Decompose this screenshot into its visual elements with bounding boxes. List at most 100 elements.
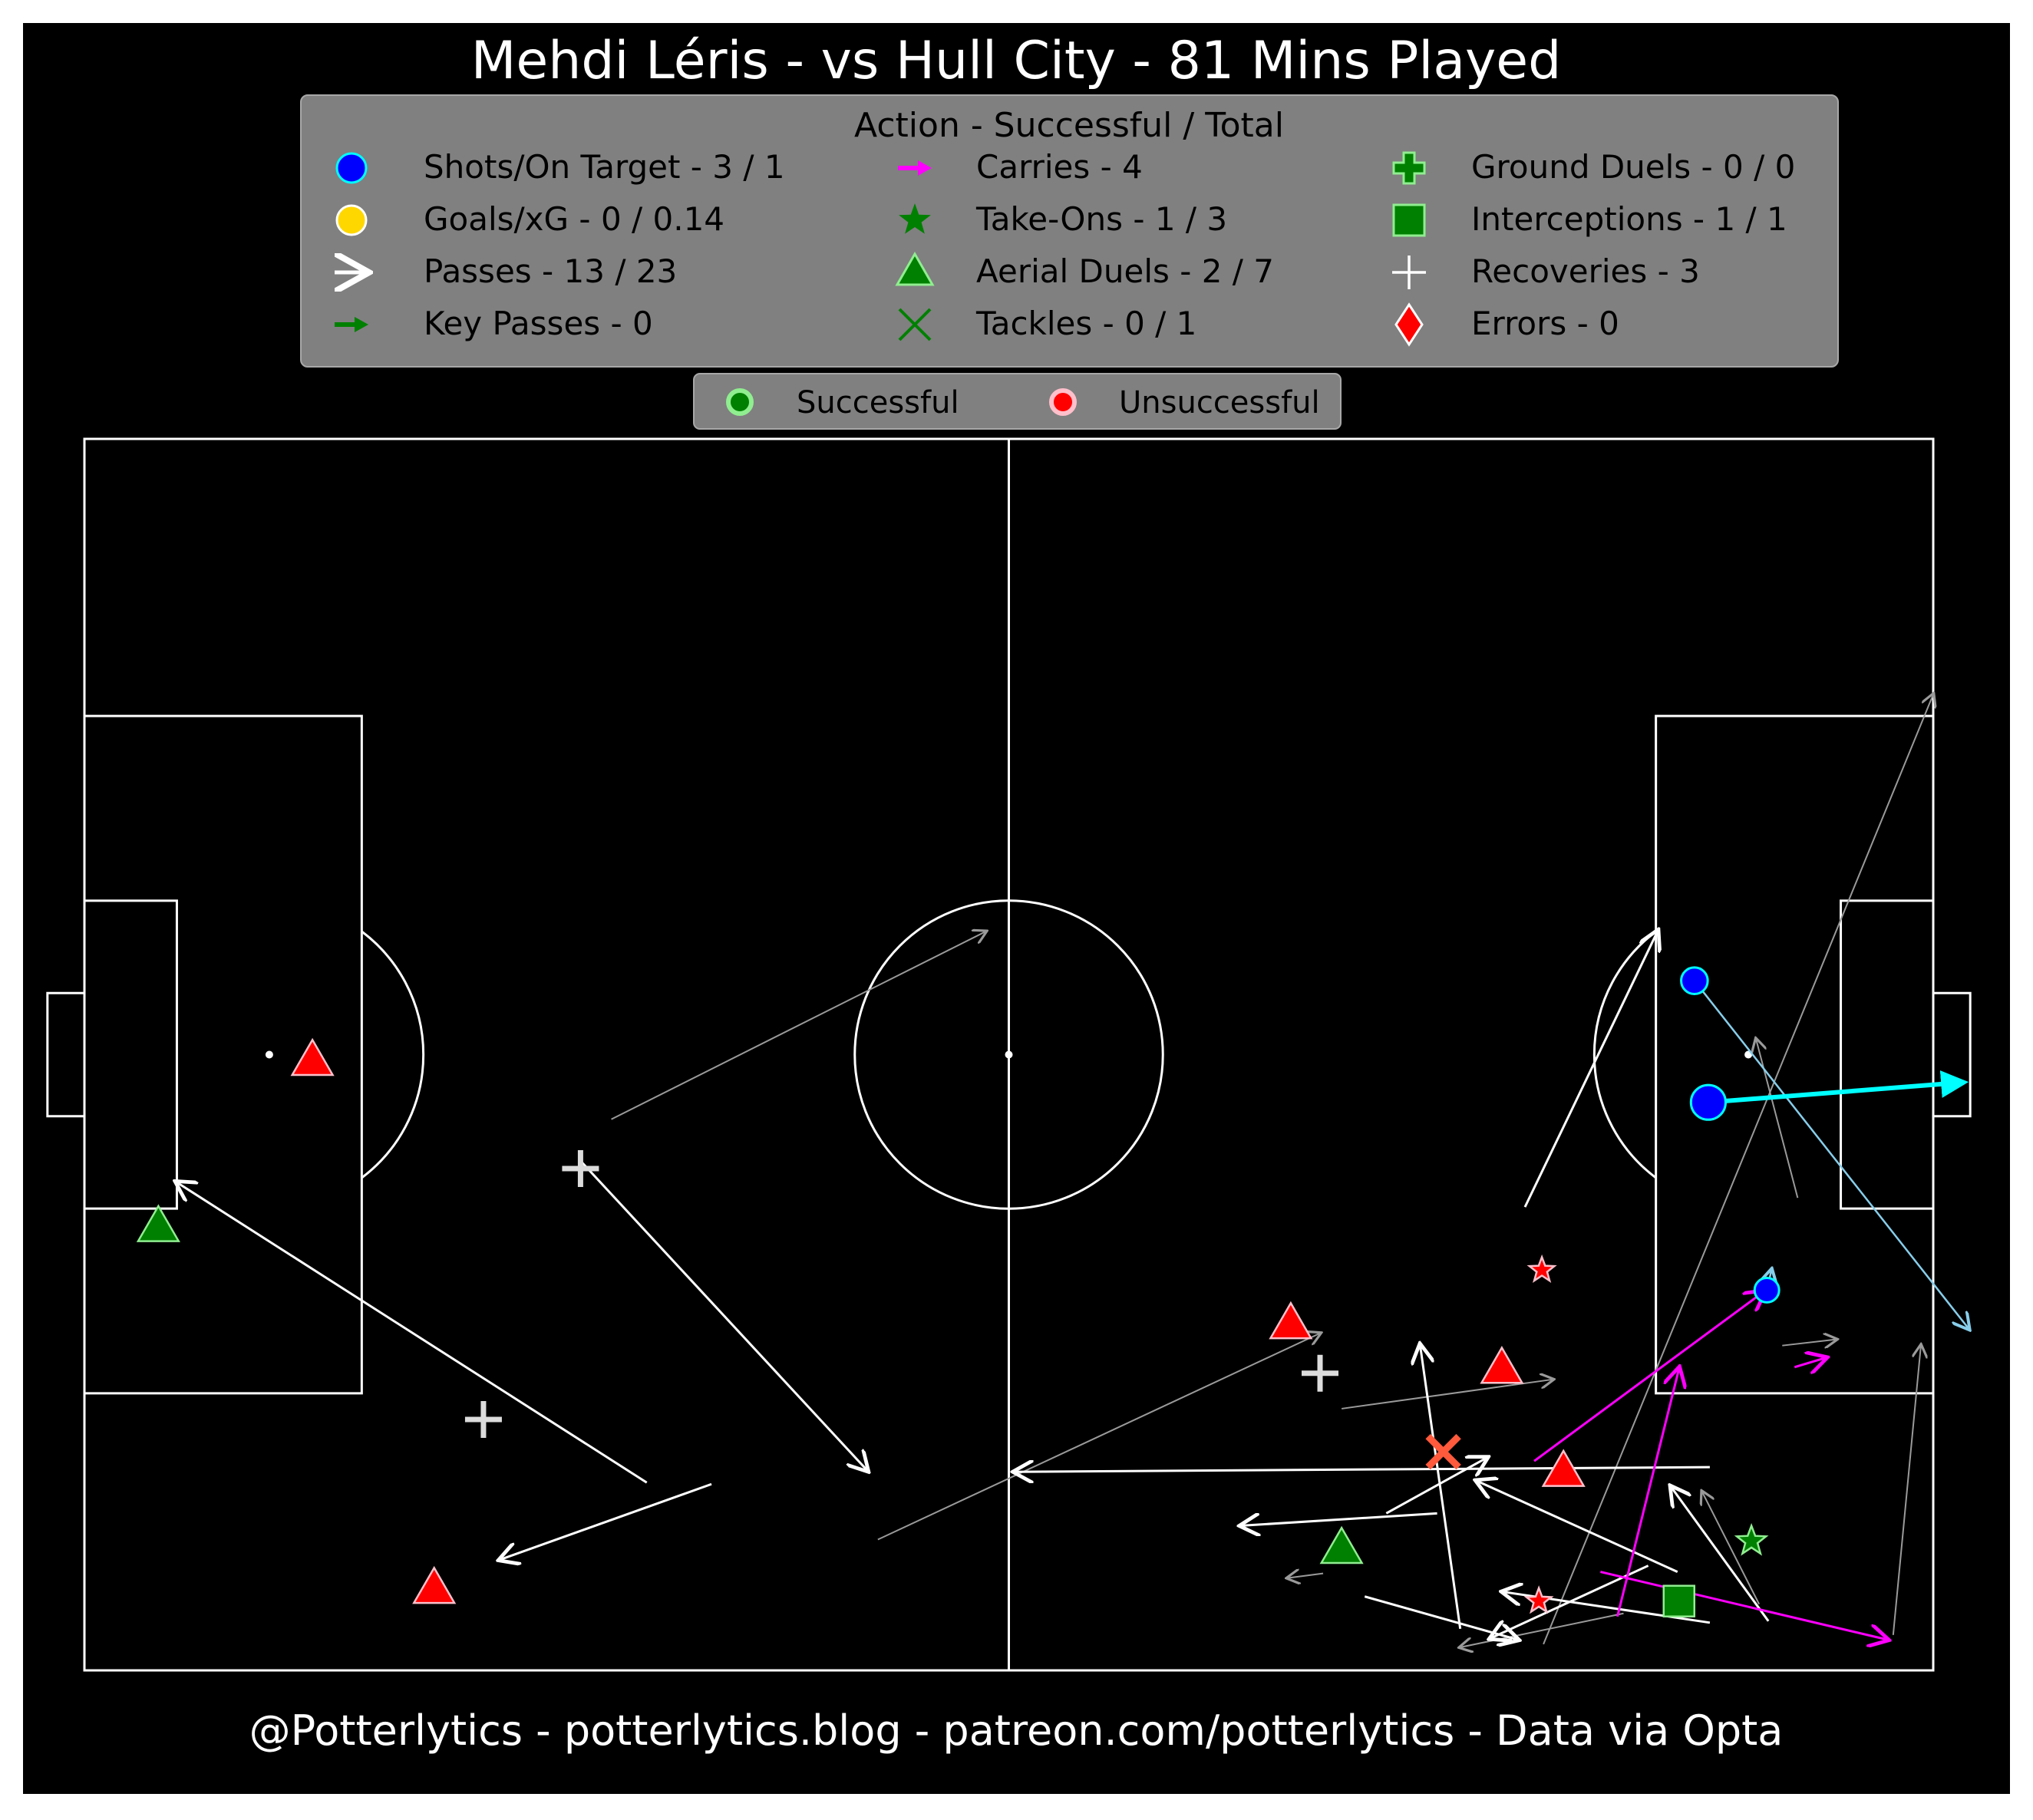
pass-successful (1015, 1467, 1710, 1472)
icon-shape (1392, 203, 1426, 237)
chart-title: Mehdi Léris - vs Hull City - 81 Mins Pla… (471, 31, 1561, 91)
shot-marker (1689, 1083, 1728, 1121)
legend-item-label: Tackles - 0 / 1 (975, 305, 1196, 342)
left-penalty-arc (361, 930, 425, 1179)
legend-item-label: Ground Duels - 0 / 0 (1471, 148, 1795, 186)
pass-unsuccessful (1543, 694, 1933, 1645)
pass-unsuccessful (611, 931, 986, 1120)
take-on-marker (1734, 1522, 1769, 1556)
pass-unsuccessful (1288, 1574, 1324, 1578)
pass-successful (1364, 1595, 1517, 1640)
icon-shape-b (898, 308, 932, 341)
pass-unsuccessful (1341, 1380, 1553, 1410)
triangle-icon (895, 251, 935, 286)
arrow-magenta-icon (898, 160, 932, 176)
carry-arrow (1616, 1369, 1678, 1617)
carries-layer (1533, 1291, 1887, 1640)
carry-arrow (1533, 1291, 1764, 1462)
aerial-duel-marker (136, 1204, 180, 1242)
legend-item-label: Aerial Duels - 2 / 7 (976, 252, 1274, 290)
recovery-marker (1302, 1354, 1339, 1392)
unsuccessful-label: Unsuccessful (1119, 385, 1320, 420)
legend-item-label: Recoveries - 3 (1471, 252, 1700, 290)
plus-icon (1392, 256, 1426, 289)
legend-item-label: Interceptions - 1 / 1 (1471, 200, 1787, 238)
aerial-duel-marker (1269, 1301, 1313, 1340)
shot-path (1693, 980, 1969, 1328)
diamond-icon (1394, 302, 1424, 347)
pass-successful (1672, 1487, 1770, 1622)
center-spot (1005, 1050, 1013, 1059)
take-on-marker (1526, 1254, 1557, 1283)
pass-successful (579, 1159, 866, 1470)
cross-icon (1392, 151, 1426, 185)
shot-marker (1753, 1277, 1781, 1304)
pass-unsuccessful (1892, 1346, 1921, 1635)
pass-successful (1242, 1512, 1437, 1525)
circle-blue-icon (335, 152, 368, 184)
legend-item-label: Carries - 4 (976, 148, 1143, 186)
icon-shape (895, 251, 935, 286)
pass-successful (1385, 1458, 1486, 1515)
legend-box (300, 94, 1839, 368)
interception-marker (1662, 1584, 1696, 1617)
legend-item-label: Passes - 13 / 23 (424, 252, 677, 290)
center-circle (853, 899, 1164, 1210)
successful-marker-icon (726, 388, 754, 416)
shot-marker (1680, 966, 1709, 995)
circle-gold-icon (335, 204, 368, 236)
status-legend-box (693, 373, 1342, 430)
icon-shape (335, 152, 368, 184)
pass-successful (500, 1482, 712, 1559)
icon-shape (1394, 302, 1424, 347)
x-icon (898, 308, 932, 341)
left-goal (46, 991, 86, 1118)
take-on-marker (1523, 1585, 1554, 1614)
pitch (46, 437, 1972, 1672)
right-goal (1932, 991, 1972, 1118)
legend-item-label: Take-Ons - 1 / 3 (975, 200, 1227, 238)
carry-arrow (1794, 1358, 1825, 1367)
tackle-marker (1425, 1433, 1461, 1470)
pass-successful (1523, 931, 1658, 1208)
icon-shape (1392, 151, 1426, 185)
legend-item-label: Goals/xG - 0 / 0.14 (424, 200, 724, 238)
aerial-duel-marker (290, 1037, 335, 1077)
arrow-green-icon (335, 317, 368, 332)
square-icon (1392, 203, 1426, 237)
successful-label: Successful (797, 385, 959, 420)
pass-successful (1477, 1481, 1678, 1573)
status-legend: Successful Unsuccessful (693, 373, 1342, 430)
legend-header: Action - Successful / Total (854, 106, 1284, 145)
aerial-duel-marker (1541, 1449, 1586, 1487)
shot-path (1708, 1070, 1969, 1105)
recovery-marker (464, 1400, 502, 1438)
tackle-stroke-b (1425, 1433, 1461, 1470)
shots-layer (1680, 966, 1969, 1329)
legend-item-label: Key Passes - 0 (424, 305, 653, 342)
right-penalty-arc (1592, 930, 1657, 1179)
pass-unsuccessful (1756, 1039, 1799, 1198)
markers-layer (136, 1037, 1769, 1617)
footer-credit: @Potterlytics - potterlytics.blog - patr… (249, 1706, 1784, 1755)
icon-head (355, 317, 368, 332)
star-icon (899, 203, 931, 234)
icon-shape (335, 204, 368, 236)
unsuccessful-marker-icon (1049, 388, 1077, 416)
carry-arrow (1600, 1571, 1886, 1640)
recovery-marker (562, 1149, 599, 1187)
icon-shape (899, 203, 931, 234)
aerial-duel-marker (412, 1565, 457, 1604)
legend-item-label: Errors - 0 (1471, 305, 1619, 342)
icon-head (918, 160, 932, 176)
legend-item-label: Shots/On Target - 3 / 1 (424, 148, 785, 186)
aerial-duel-marker (1480, 1345, 1524, 1384)
pass-unsuccessful (1782, 1340, 1836, 1346)
pass-unsuccessful (1702, 1492, 1761, 1605)
legend: Action - Successful / Total Shots/On Tar… (300, 94, 1839, 368)
pass-successful (1421, 1346, 1462, 1630)
left-penalty-spot (265, 1050, 273, 1059)
pass-successful (177, 1182, 648, 1484)
